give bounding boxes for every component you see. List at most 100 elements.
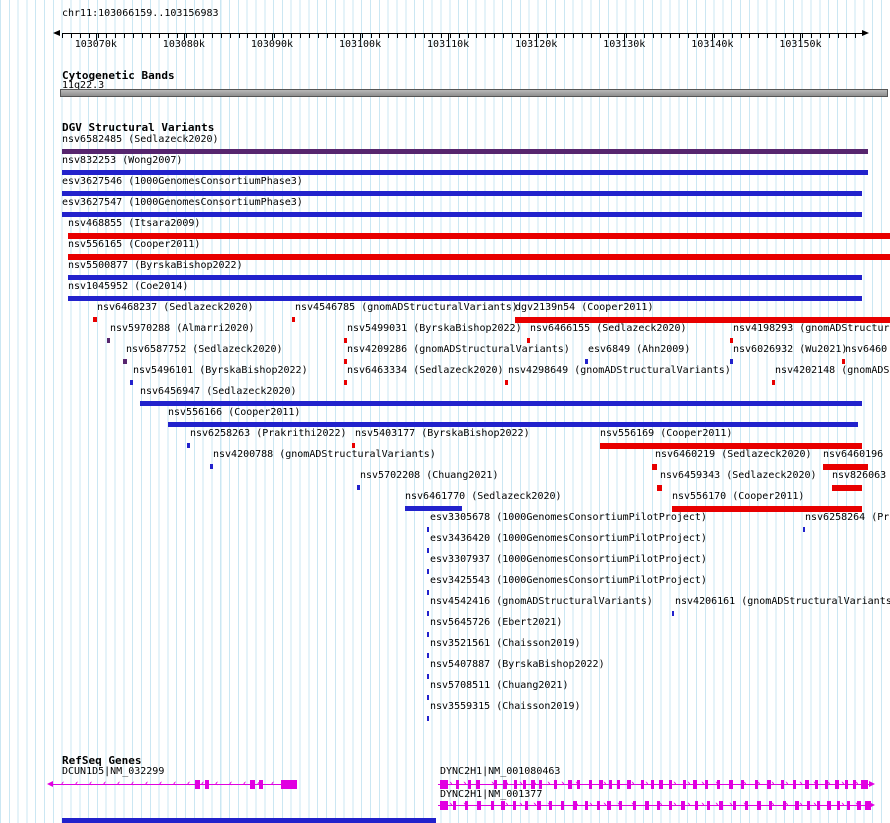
variant-tick[interactable]: [107, 338, 110, 343]
variant-label[interactable]: nsv4202148 (gnomADSt: [775, 365, 890, 376]
variant-label[interactable]: nsv6461770 (Sedlazeck2020): [405, 491, 562, 502]
variant-tick[interactable]: [652, 464, 657, 470]
variant-bar[interactable]: [832, 485, 862, 491]
gene-label[interactable]: DYNC2H1|NM_001080463: [440, 766, 561, 777]
variant-tick[interactable]: [657, 485, 662, 491]
variant-tick[interactable]: [344, 359, 347, 364]
variant-bar[interactable]: [62, 212, 862, 217]
variant-bar[interactable]: [68, 254, 890, 260]
variant-label[interactable]: nsv6460: [845, 344, 888, 355]
variant-label[interactable]: esv3627546 (1000GenomesConsortiumPhase3): [62, 176, 303, 187]
variant-label[interactable]: nsv3521561 (Chaisson2019): [430, 638, 581, 649]
variant-label[interactable]: nsv556165 (Cooper2011): [68, 239, 201, 250]
variant-bar[interactable]: [140, 401, 862, 406]
gene-model[interactable]: ››››››››››››››››››››››››››››››: [438, 779, 875, 789]
variant-tick[interactable]: [505, 380, 508, 385]
variant-tick[interactable]: [730, 359, 733, 364]
variant-label[interactable]: nsv5708511 (Chuang2021): [430, 680, 569, 691]
variant-label[interactable]: nsv832253 (Wong2007): [62, 155, 183, 166]
variant-label[interactable]: nsv556166 (Cooper2011): [168, 407, 301, 418]
variant-bar[interactable]: [62, 149, 868, 154]
variant-label[interactable]: nsv6468237 (Sedlazeck2020): [97, 302, 254, 313]
variant-label[interactable]: esv3307937 (1000GenomesConsortiumPilotPr…: [430, 554, 707, 565]
variant-label[interactable]: nsv556169 (Cooper2011): [600, 428, 733, 439]
variant-tick[interactable]: [123, 359, 127, 364]
variant-label[interactable]: nsv5702208 (Chuang2021): [360, 470, 499, 481]
variant-label[interactable]: nsv5407887 (ByrskaBishop2022): [430, 659, 605, 670]
variant-bar[interactable]: [68, 233, 890, 239]
variant-label[interactable]: nsv4209286 (gnomADStructuralVariants): [347, 344, 570, 355]
truncated-track-bar[interactable]: [62, 818, 436, 823]
variant-label[interactable]: esv3436420 (1000GenomesConsortiumPilotPr…: [430, 533, 707, 544]
variant-tick[interactable]: [344, 380, 347, 385]
variant-label[interactable]: nsv5499031 (ByrskaBishop2022): [347, 323, 522, 334]
variant-label[interactable]: nsv4298649 (gnomADStructuralVariants): [508, 365, 731, 376]
variant-tick[interactable]: [357, 485, 360, 490]
variant-tick[interactable]: [187, 443, 190, 448]
variant-label[interactable]: esv3305678 (1000GenomesConsortiumPilotPr…: [430, 512, 707, 523]
variant-bar[interactable]: [62, 191, 862, 196]
variant-bar[interactable]: [68, 275, 862, 280]
gene-label[interactable]: DYNC2H1|NM_001377: [440, 789, 543, 800]
variant-label[interactable]: dgv2139n54 (Cooper2011): [515, 302, 654, 313]
variant-label[interactable]: nsv5645726 (Ebert2021): [430, 617, 563, 628]
variant-tick[interactable]: [585, 359, 588, 364]
variant-tick[interactable]: [210, 464, 213, 469]
variant-label[interactable]: esv3627547 (1000GenomesConsortiumPhase3): [62, 197, 303, 208]
variant-tick[interactable]: [427, 611, 429, 616]
variant-label[interactable]: nsv5970288 (Almarri2020): [110, 323, 255, 334]
variant-label[interactable]: nsv6460219 (Sedlazeck2020): [655, 449, 812, 460]
variant-label[interactable]: nsv6258264 (Pr: [805, 512, 890, 523]
variant-bar[interactable]: [62, 170, 868, 175]
variant-tick[interactable]: [427, 695, 429, 700]
variant-label[interactable]: nsv4198293 (gnomADStructur: [733, 323, 890, 334]
variant-bar[interactable]: [168, 422, 858, 427]
variant-tick[interactable]: [842, 359, 845, 364]
variant-tick[interactable]: [427, 569, 429, 574]
variant-label[interactable]: nsv6587752 (Sedlazeck2020): [126, 344, 283, 355]
variant-label[interactable]: nsv1045952 (Coe2014): [68, 281, 189, 292]
variant-label[interactable]: nsv3559315 (Chaisson2019): [430, 701, 581, 712]
variant-bar[interactable]: [823, 464, 868, 470]
variant-label[interactable]: nsv5496101 (ByrskaBishop2022): [133, 365, 308, 376]
variant-label[interactable]: nsv5403177 (ByrskaBishop2022): [355, 428, 530, 439]
variant-tick[interactable]: [803, 527, 805, 532]
variant-label[interactable]: nsv6258263 (Prakrithi2022): [190, 428, 347, 439]
variant-label[interactable]: nsv6460196: [823, 449, 884, 460]
variant-tick[interactable]: [427, 716, 429, 721]
variant-label[interactable]: nsv826063: [832, 470, 887, 481]
variant-label[interactable]: nsv6456947 (Sedlazeck2020): [140, 386, 297, 397]
variant-label[interactable]: nsv6466155 (Sedlazeck2020): [530, 323, 687, 334]
variant-label[interactable]: nsv4542416 (gnomADStructuralVariants): [430, 596, 653, 607]
variant-bar[interactable]: [672, 506, 862, 512]
variant-tick[interactable]: [427, 590, 429, 595]
variant-label[interactable]: esv3425543 (1000GenomesConsortiumPilotPr…: [430, 575, 707, 586]
variant-label[interactable]: nsv6459343 (Sedlazeck2020): [660, 470, 817, 481]
variant-label[interactable]: nsv4546785 (gnomADStructuralVariants): [295, 302, 518, 313]
variant-label[interactable]: nsv4200788 (gnomADStructuralVariants): [213, 449, 436, 460]
variant-tick[interactable]: [93, 317, 97, 322]
gene-model[interactable]: ‹‹‹‹‹‹‹‹‹‹‹‹‹‹‹‹‹: [47, 779, 297, 789]
variant-tick[interactable]: [730, 338, 733, 343]
variant-label[interactable]: nsv556170 (Cooper2011): [672, 491, 805, 502]
variant-tick[interactable]: [344, 338, 347, 343]
variant-tick[interactable]: [772, 380, 775, 385]
variant-tick[interactable]: [292, 317, 295, 322]
variant-bar[interactable]: [600, 443, 862, 449]
variant-label[interactable]: nsv4206161 (gnomADStructuralVariants): [675, 596, 890, 607]
variant-tick[interactable]: [427, 674, 429, 679]
variant-label[interactable]: nsv468855 (Itsara2009): [68, 218, 201, 229]
variant-tick[interactable]: [672, 611, 674, 616]
variant-label[interactable]: nsv6582485 (Sedlazeck2020): [62, 134, 219, 145]
variant-bar[interactable]: [68, 296, 862, 301]
variant-tick[interactable]: [352, 443, 355, 448]
variant-tick[interactable]: [427, 632, 429, 637]
gene-model[interactable]: ››››››››››››››››››››››››››››››: [438, 800, 875, 810]
variant-label[interactable]: nsv5500877 (ByrskaBishop2022): [68, 260, 243, 271]
variant-label[interactable]: nsv6026932 (Wu2021): [733, 344, 848, 355]
variant-bar[interactable]: [405, 506, 462, 511]
variant-tick[interactable]: [427, 653, 429, 658]
variant-label[interactable]: esv6849 (Ahn2009): [588, 344, 691, 355]
variant-tick[interactable]: [427, 548, 429, 553]
variant-tick[interactable]: [527, 338, 530, 343]
